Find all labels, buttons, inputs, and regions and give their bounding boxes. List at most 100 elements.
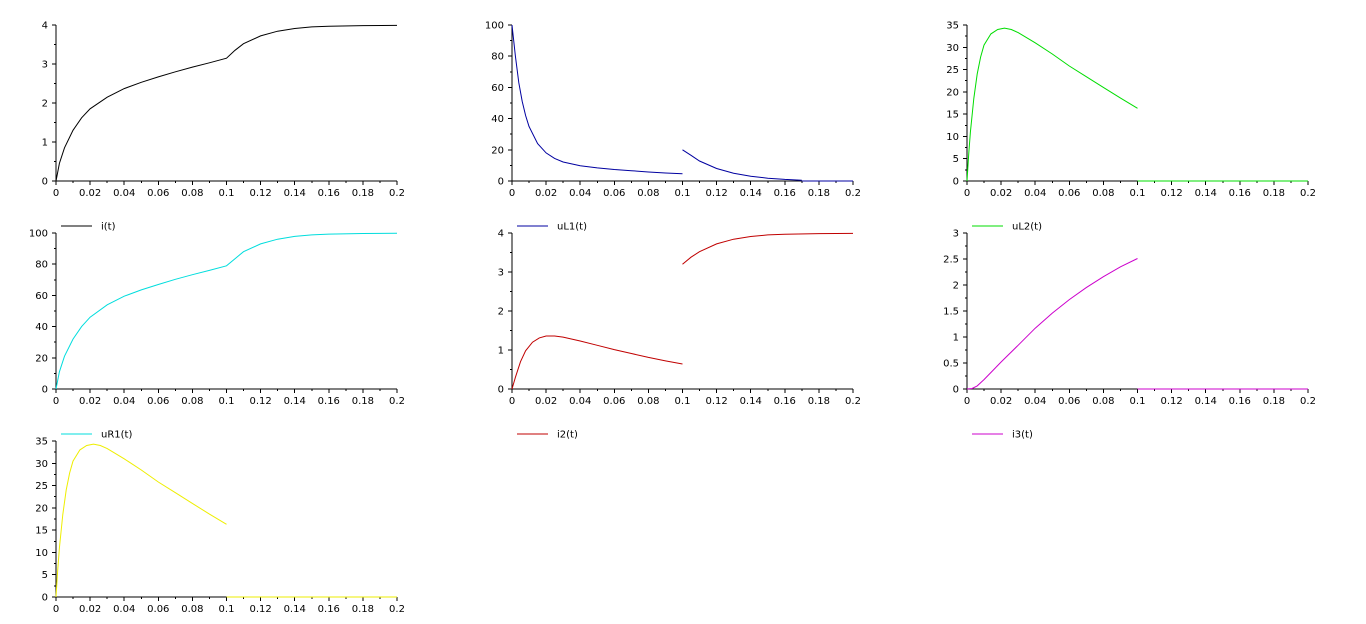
y-tick-label: 20 <box>491 145 504 156</box>
y-tick-label: 20 <box>946 87 959 98</box>
y-tick-label: 0 <box>498 385 504 396</box>
legend-label: i(t) <box>101 222 116 233</box>
x-tick-label: 0.2 <box>389 604 405 615</box>
x-tick-label: 0.18 <box>808 396 830 407</box>
y-tick-label: 0 <box>953 177 959 188</box>
x-tick-label: 0.18 <box>352 396 374 407</box>
chart-4: 0 0.02 0.04 0.06 0.08 0.1 0.12 0.14 0.16 0.18 0.2 0… <box>29 229 405 441</box>
x-tick-label: 0.12 <box>249 396 271 407</box>
x-tick-label: 0.1 <box>219 604 235 615</box>
x-tick-label: 0.12 <box>1160 188 1182 199</box>
x-tick-label: 0.2 <box>845 396 861 407</box>
chart-7: 0 0.02 0.04 0.06 0.08 0.1 0.12 0.14 0.16 0.18 0.2 0… <box>35 437 405 616</box>
chart-3: 0 0.02 0.04 0.06 0.08 0.1 0.12 0.14 0.16 0.18 0.2 0… <box>946 21 1316 233</box>
x-tick-label: 0.04 <box>113 604 135 615</box>
legend-label: i2(t) <box>557 430 578 441</box>
chart-5: 0 0.02 0.04 0.06 0.08 0.1 0.12 0.14 0.16 0.18 0.2 0… <box>498 229 861 441</box>
x-tick-label: 0.1 <box>1130 396 1146 407</box>
y-tick-label: 3 <box>498 268 504 279</box>
x-tick-label: 0.1 <box>219 188 235 199</box>
x-tick-label: 0.16 <box>318 188 340 199</box>
x-tick-label: 0.2 <box>1300 188 1316 199</box>
y-tick-label: 1.5 <box>943 307 959 318</box>
x-tick-label: 0.18 <box>352 604 374 615</box>
legend-label: uR1(t) <box>101 430 132 441</box>
y-tick-label: 25 <box>35 481 48 492</box>
x-tick-label: 0.06 <box>1058 396 1080 407</box>
x-tick-label: 0.12 <box>705 396 727 407</box>
x-tick-label: 0.02 <box>535 188 557 199</box>
y-tick-label: 40 <box>491 114 504 125</box>
y-tick-label: 35 <box>946 21 959 32</box>
y-tick-label: 1 <box>953 333 959 344</box>
y-tick-label: 100 <box>29 229 48 240</box>
x-tick-label: 0 <box>964 396 970 407</box>
x-tick-label: 0 <box>509 396 515 407</box>
x-tick-label: 0.04 <box>569 396 591 407</box>
x-tick-label: 0.1 <box>675 396 691 407</box>
y-tick-label: 4 <box>42 21 48 32</box>
x-tick-label: 0.06 <box>147 604 169 615</box>
x-tick-label: 0.08 <box>1092 188 1114 199</box>
x-tick-label: 0.2 <box>389 188 405 199</box>
x-tick-label: 0.08 <box>1092 396 1114 407</box>
x-tick-label: 0.16 <box>1229 396 1251 407</box>
legend-label: i3(t) <box>1012 430 1033 441</box>
y-tick-label: 35 <box>35 437 48 448</box>
y-tick-label: 60 <box>491 83 504 94</box>
series-line <box>682 232 854 265</box>
x-tick-label: 0 <box>509 188 515 199</box>
y-tick-label: 2 <box>498 307 504 318</box>
y-tick-label: 100 <box>485 21 504 32</box>
y-tick-label: 0 <box>42 177 48 188</box>
series-line <box>55 232 398 390</box>
x-tick-label: 0.02 <box>79 604 101 615</box>
x-tick-label: 0.12 <box>705 188 727 199</box>
y-tick-label: 3 <box>42 60 48 71</box>
y-tick-label: 10 <box>35 548 48 559</box>
series-line <box>55 443 227 598</box>
x-tick-label: 0.04 <box>1024 396 1046 407</box>
x-tick-label: 0.14 <box>1195 188 1217 199</box>
x-tick-label: 0.04 <box>1024 188 1046 199</box>
y-tick-label: 2.5 <box>943 255 959 266</box>
chart-6: 0 0.02 0.04 0.06 0.08 0.1 0.12 0.14 0.16 0.18 0.2 0… <box>943 229 1316 441</box>
x-tick-label: 0 <box>964 188 970 199</box>
legend-label: uL2(t) <box>1012 222 1042 233</box>
x-tick-label: 0.02 <box>990 396 1012 407</box>
series-line <box>511 24 683 175</box>
x-tick-label: 0.02 <box>535 396 557 407</box>
x-tick-label: 0.18 <box>1263 188 1285 199</box>
x-tick-label: 0.14 <box>740 396 762 407</box>
x-tick-label: 0.16 <box>318 396 340 407</box>
x-tick-label: 0.2 <box>1300 396 1316 407</box>
y-tick-label: 20 <box>35 353 48 364</box>
x-tick-label: 0.04 <box>113 396 135 407</box>
x-tick-label: 0.02 <box>79 188 101 199</box>
y-tick-label: 15 <box>35 526 48 537</box>
x-tick-label: 0.14 <box>284 604 306 615</box>
y-tick-label: 5 <box>42 570 48 581</box>
x-tick-label: 0 <box>53 188 59 199</box>
x-tick-label: 0.18 <box>1263 396 1285 407</box>
x-tick-label: 0.02 <box>79 396 101 407</box>
x-tick-label: 0.06 <box>147 396 169 407</box>
x-tick-label: 0.18 <box>808 188 830 199</box>
x-tick-label: 0.08 <box>181 188 203 199</box>
x-tick-label: 0.16 <box>318 604 340 615</box>
y-tick-label: 80 <box>491 52 504 63</box>
y-tick-label: 0 <box>42 593 48 604</box>
y-tick-label: 0 <box>953 385 959 396</box>
x-tick-label: 0.08 <box>181 604 203 615</box>
y-tick-label: 25 <box>946 65 959 76</box>
x-tick-label: 0.08 <box>637 188 659 199</box>
x-tick-label: 0.2 <box>845 188 861 199</box>
y-tick-label: 10 <box>946 132 959 143</box>
x-tick-label: 0.16 <box>774 396 796 407</box>
x-tick-label: 0.12 <box>249 188 271 199</box>
x-tick-label: 0.12 <box>1160 396 1182 407</box>
x-tick-label: 0.2 <box>389 396 405 407</box>
chart-2: 0 0.02 0.04 0.06 0.08 0.1 0.12 0.14 0.16 0.18 0.2 0… <box>485 21 861 233</box>
x-tick-label: 0.1 <box>675 188 691 199</box>
y-tick-label: 60 <box>35 291 48 302</box>
